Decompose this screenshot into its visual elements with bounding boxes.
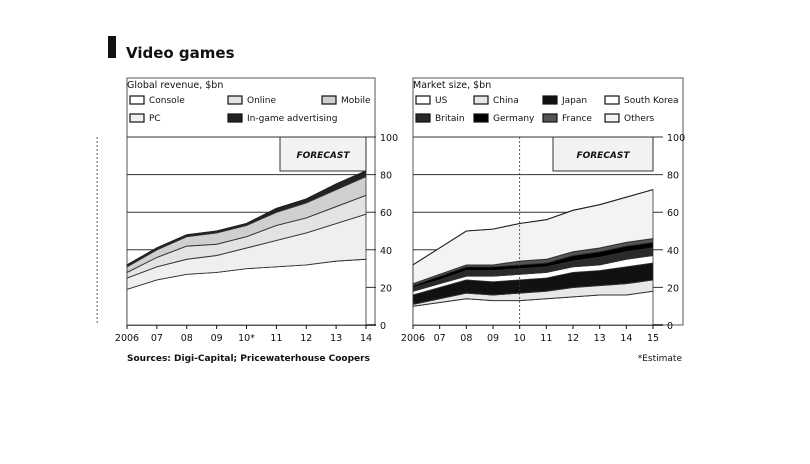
x-tick-label: 10*	[238, 333, 255, 344]
legend-label-online: Online	[247, 96, 276, 106]
legend-swatch-japan	[542, 95, 558, 105]
y-tick-label: 80	[380, 171, 392, 182]
forecast-label: FORECAST	[576, 151, 630, 161]
forecast-box	[552, 136, 654, 172]
x-tick-label: 15	[647, 333, 659, 344]
legend-label-south-korea: South Korea	[624, 96, 679, 106]
legend-label-china: China	[493, 96, 519, 106]
y-tick-label: 100	[380, 133, 398, 144]
legend-label-in-game-advertising: In-game advertising	[247, 114, 337, 124]
legend-label-console: Console	[149, 96, 185, 106]
legend-label-france: France	[562, 114, 592, 124]
y-tick-label: 60	[380, 208, 392, 219]
legend-swatch-south-korea	[604, 95, 620, 105]
legend-swatch-console	[129, 95, 145, 105]
x-tick-label: 09	[487, 333, 499, 344]
source-note: Sources: Digi-Capital; Pricewaterhouse C…	[127, 354, 370, 364]
series-line-in-game-advertising	[126, 170, 367, 266]
x-tick-label: 12	[300, 333, 312, 344]
estimate-footnote: *Estimate	[638, 354, 683, 364]
x-tick-label: 08	[460, 333, 472, 344]
x-tick-label: 09	[211, 333, 223, 344]
x-tick-label: 13	[594, 333, 606, 344]
y-tick-label: 100	[667, 133, 685, 144]
legend-swatch-france	[542, 113, 558, 123]
forecast-box	[279, 136, 367, 172]
x-tick-label: 08	[181, 333, 193, 344]
panel-title: Market size, $bn	[413, 80, 491, 91]
legend-label-britain: Britain	[435, 114, 465, 124]
title-marker	[108, 36, 116, 58]
panel-title: Global revenue, $bn	[127, 80, 223, 91]
x-tick-label: 13	[330, 333, 342, 344]
x-tick-label: 2006	[401, 333, 425, 344]
legend-swatch-china	[473, 95, 489, 105]
legend-swatch-us	[415, 95, 431, 105]
y-tick-label: 40	[667, 246, 679, 257]
x-tick-label: 12	[567, 333, 579, 344]
y-tick-label: 0	[667, 321, 673, 332]
x-tick-label: 14	[360, 333, 372, 344]
forecast-label: FORECAST	[296, 151, 350, 161]
y-tick-label: 40	[380, 246, 392, 257]
legend-swatch-others	[604, 113, 620, 123]
legend-swatch-pc	[129, 113, 145, 123]
legend-swatch-online	[227, 95, 243, 105]
y-tick-label: 20	[380, 283, 392, 294]
y-tick-label: 0	[380, 321, 386, 332]
x-tick-label: 07	[151, 333, 163, 344]
x-tick-label: 10	[514, 333, 526, 344]
y-tick-label: 80	[667, 171, 679, 182]
x-tick-label: 11	[540, 333, 552, 344]
x-tick-label: 07	[434, 333, 446, 344]
legend-label-germany: Germany	[493, 114, 535, 124]
legend-swatch-in-game-advertising	[227, 113, 243, 123]
legend-label-japan: Japan	[561, 96, 587, 106]
y-tick-label: 60	[667, 208, 679, 219]
figure-title: Video games	[126, 44, 235, 62]
legend-swatch-mobile	[321, 95, 337, 105]
legend-label-mobile: Mobile	[341, 96, 371, 106]
chart-market-size: Market size, $bn US China Japan South Korea B…	[401, 77, 685, 344]
series-line-others	[412, 189, 654, 266]
legend-swatch-britain	[415, 113, 431, 123]
y-tick-label: 20	[667, 283, 679, 294]
x-tick-label: 14	[620, 333, 632, 344]
chart-global-revenue: Global revenue, $bn Console Online Mobile PC…	[96, 77, 398, 344]
legend-swatch-germany	[473, 113, 489, 123]
legend-label-pc: PC	[149, 114, 161, 124]
x-tick-label: 2006	[115, 333, 139, 344]
legend-label-others: Others	[624, 114, 655, 124]
x-tick-label: 11	[270, 333, 282, 344]
legend-label-us: US	[435, 96, 448, 106]
